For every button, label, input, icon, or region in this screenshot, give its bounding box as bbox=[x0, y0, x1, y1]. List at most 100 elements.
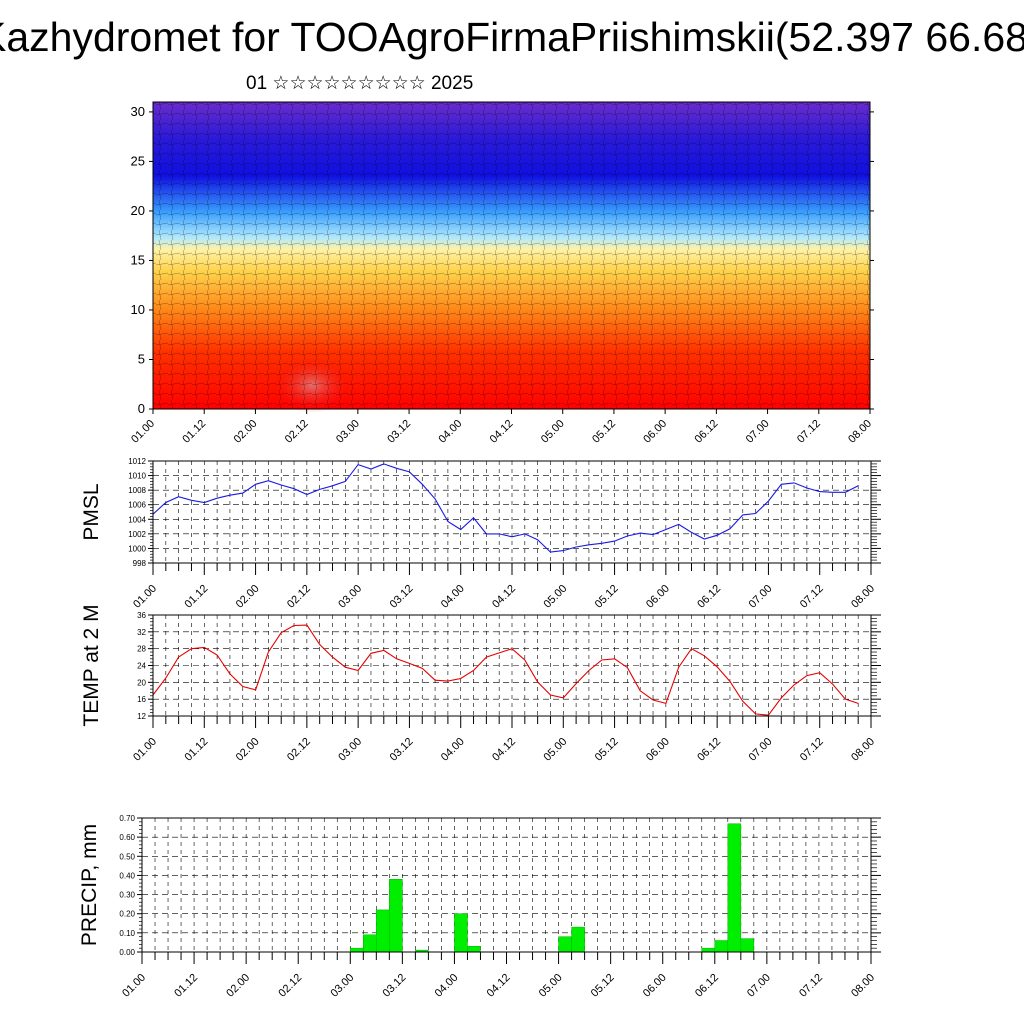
precip-bar bbox=[571, 926, 585, 953]
ytick-label: 1008 bbox=[128, 486, 146, 495]
section-ytick-label: 0 bbox=[138, 401, 145, 416]
section-ytick-label: 10 bbox=[131, 302, 145, 317]
xtick-label: 07.00 bbox=[747, 583, 775, 611]
ytick-label: 36 bbox=[137, 611, 146, 620]
precip-axis-label: PRECIP, mm bbox=[78, 824, 101, 946]
precip-bar bbox=[454, 913, 468, 953]
ytick-label: 0.70 bbox=[119, 814, 135, 823]
xtick-label: 06.12 bbox=[695, 583, 723, 611]
precip-bar bbox=[389, 879, 403, 953]
section-ytick-label: 15 bbox=[131, 252, 145, 267]
xtick-label: 04.00 bbox=[439, 583, 467, 611]
section-xtick-label: 07.12 bbox=[795, 418, 823, 446]
xtick-label: 08.00 bbox=[849, 583, 877, 611]
xtick-label: 07.12 bbox=[798, 736, 826, 764]
xtick-label: 07.00 bbox=[747, 736, 775, 764]
xtick-label: 05.00 bbox=[541, 736, 569, 764]
temp-axis-label: TEMP at 2 M bbox=[80, 604, 103, 726]
xtick-label: 03.12 bbox=[381, 972, 409, 1000]
ytick-label: 998 bbox=[133, 559, 147, 568]
xtick-label: 05.12 bbox=[589, 972, 617, 1000]
ytick-label: 12 bbox=[137, 712, 146, 721]
xtick-label: 03.00 bbox=[336, 583, 364, 611]
ytick-label: 28 bbox=[137, 645, 146, 654]
xtick-label: 01.12 bbox=[182, 583, 210, 611]
section-ytick-label: 20 bbox=[131, 203, 145, 218]
xtick-label: 04.00 bbox=[433, 972, 461, 1000]
ytick-label: 1004 bbox=[128, 515, 146, 524]
xtick-label: 02.00 bbox=[224, 972, 252, 1000]
ytick-label: 16 bbox=[137, 695, 146, 704]
xtick-label: 03.00 bbox=[328, 972, 356, 1000]
precip-panel: 0.00 0.10 0.20 0.30 0.40 0.50 0.60 0.70 01.00 01.… bbox=[78, 814, 881, 1000]
ytick-label: 0.60 bbox=[119, 833, 135, 842]
xtick-label: 02.00 bbox=[234, 583, 262, 611]
xtick-label: 01.00 bbox=[131, 736, 159, 764]
xtick-label: 06.00 bbox=[644, 583, 672, 611]
xtick-label: 01.00 bbox=[131, 583, 159, 611]
pmsl-series-line bbox=[152, 463, 859, 553]
precip-bar bbox=[727, 823, 742, 953]
section-ytick-label: 25 bbox=[131, 153, 145, 168]
xtick-label: 01.00 bbox=[120, 972, 148, 1000]
xtick-label: 01.12 bbox=[182, 736, 210, 764]
ytick-label: 24 bbox=[137, 662, 146, 671]
section-xtick-label: 01.00 bbox=[129, 418, 157, 446]
page-subtitle: 01 ☆☆☆☆☆☆☆☆☆ 2025 bbox=[246, 73, 474, 94]
ytick-label: 0.30 bbox=[119, 891, 135, 900]
section-ytick-label: 30 bbox=[131, 104, 145, 119]
ytick-label: 0.10 bbox=[119, 929, 135, 938]
xtick-label: 07.00 bbox=[745, 972, 773, 1000]
precip-bar bbox=[363, 934, 377, 953]
precip-bar bbox=[467, 946, 481, 953]
precip-bar bbox=[714, 940, 729, 953]
xtick-label: 04.12 bbox=[490, 736, 518, 764]
section-xtick-label: 05.00 bbox=[539, 418, 567, 446]
xtick-label: 02.00 bbox=[234, 736, 262, 764]
pmsl-axis-label: PMSL bbox=[80, 483, 103, 540]
temp-panel: 12 16 20 24 28 32 36 01.00 01.12 02.00 02.12 03.00 0… bbox=[80, 604, 881, 764]
ytick-label: 1010 bbox=[128, 472, 146, 481]
ytick-label: 1002 bbox=[128, 530, 146, 539]
ytick-label: 0.40 bbox=[119, 871, 135, 880]
ytick-label: 0.20 bbox=[119, 910, 135, 919]
section-xtick-label: 07.00 bbox=[744, 418, 772, 446]
ytick-label: 0.50 bbox=[119, 852, 135, 861]
xtick-label: 03.12 bbox=[388, 583, 416, 611]
section-xtick-label: 08.00 bbox=[846, 418, 874, 446]
xtick-label: 05.12 bbox=[593, 736, 621, 764]
section-xtick-label: 03.00 bbox=[334, 418, 362, 446]
page-title: Kazhydromet for TOOAgroFirmaPriishimskii… bbox=[0, 14, 1024, 60]
xtick-label: 06.00 bbox=[644, 736, 672, 764]
xtick-label: 03.00 bbox=[336, 736, 364, 764]
xtick-label: 04.00 bbox=[439, 736, 467, 764]
xtick-label: 01.12 bbox=[172, 972, 200, 1000]
section-xtick-label: 05.12 bbox=[590, 418, 618, 446]
xtick-label: 03.12 bbox=[388, 736, 416, 764]
precip-bar bbox=[558, 936, 572, 953]
xtick-label: 05.00 bbox=[537, 972, 565, 1000]
xtick-label: 06.00 bbox=[641, 972, 669, 1000]
section-xtick-label: 02.00 bbox=[232, 418, 260, 446]
ytick-label: 20 bbox=[137, 678, 146, 687]
section-xtick-label: 02.12 bbox=[283, 418, 311, 446]
page-title-text: Kazhydromet for TOOAgroFirmaPriishimskii… bbox=[0, 14, 1024, 60]
precip-bar bbox=[701, 947, 716, 953]
xtick-label: 05.12 bbox=[593, 583, 621, 611]
vertical-section-panel: 0 5 10 15 20 25 30 01.00 01.12 02.00 02.12 03.00 03… bbox=[129, 101, 874, 446]
section-frame bbox=[152, 101, 871, 410]
xtick-label: 05.00 bbox=[541, 583, 569, 611]
xtick-label: 07.12 bbox=[797, 972, 825, 1000]
xtick-label: 02.12 bbox=[276, 972, 304, 1000]
xtick-label: 08.00 bbox=[849, 736, 877, 764]
precip-bar bbox=[350, 947, 364, 953]
section-xtick-label: 01.12 bbox=[180, 418, 208, 446]
ytick-label: 1006 bbox=[128, 501, 146, 510]
temp-series-line bbox=[152, 624, 859, 716]
section-xtick-label: 06.00 bbox=[641, 418, 669, 446]
pmsl-panel: 998 1000 1002 1004 1006 1008 1010 1012 01.00 01.1… bbox=[80, 457, 881, 611]
precip-bar bbox=[376, 909, 390, 953]
section-wind-barbs bbox=[153, 102, 870, 409]
section-ytick-label: 5 bbox=[138, 351, 145, 366]
